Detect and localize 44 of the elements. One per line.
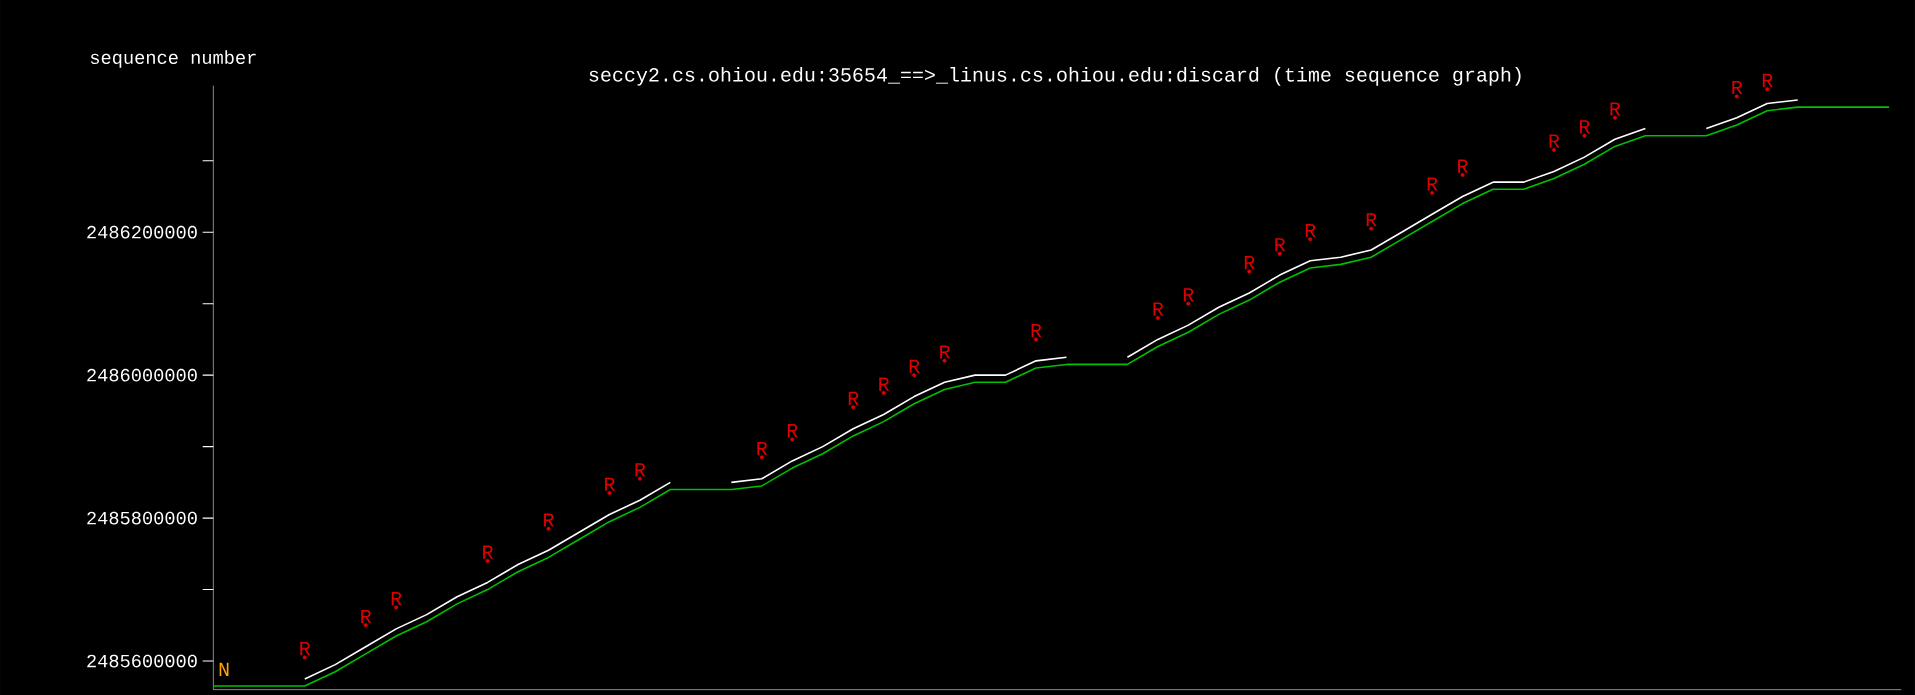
text: R bbox=[1031, 323, 1042, 338]
point bbox=[851, 405, 856, 410]
text: R bbox=[848, 391, 859, 406]
chart-title: seccy2.cs.ohiou.edu:35654_==>_linus.cs.ohiou.edu:discard (time sequence graph) bbox=[589, 67, 1521, 86]
text: R bbox=[361, 609, 372, 624]
text: R bbox=[300, 642, 311, 656]
text: R bbox=[1610, 102, 1621, 116]
text: R bbox=[1305, 223, 1316, 238]
text: R bbox=[940, 345, 951, 359]
text: R bbox=[1153, 302, 1164, 316]
text: R bbox=[787, 424, 798, 438]
point bbox=[363, 623, 368, 628]
text: R bbox=[483, 545, 494, 559]
point bbox=[1765, 87, 1770, 92]
point bbox=[1308, 237, 1313, 242]
point bbox=[1734, 94, 1739, 99]
point bbox=[759, 455, 764, 460]
y-tick-label: 2485600000 bbox=[87, 654, 197, 668]
point bbox=[912, 373, 917, 378]
text: R bbox=[1762, 73, 1773, 87]
text: R bbox=[1366, 213, 1377, 227]
text: R bbox=[1244, 256, 1255, 270]
text: R bbox=[1183, 288, 1194, 302]
y-tick-label: 2485800000 bbox=[87, 511, 197, 525]
annotation: N bbox=[219, 662, 229, 676]
point bbox=[607, 491, 612, 496]
text: R bbox=[544, 513, 554, 527]
text: R bbox=[879, 377, 890, 391]
text: R bbox=[1275, 238, 1286, 252]
text: R bbox=[635, 463, 646, 477]
text: R bbox=[1427, 177, 1438, 191]
y-tick-label: 2486200000 bbox=[87, 225, 197, 239]
text: R bbox=[757, 441, 768, 456]
point bbox=[1460, 173, 1465, 178]
y-axis-title: sequence number bbox=[90, 50, 256, 68]
text: R bbox=[605, 477, 615, 491]
text: R bbox=[391, 592, 402, 606]
point bbox=[881, 391, 886, 396]
text: R bbox=[909, 359, 920, 373]
text: R bbox=[1580, 120, 1590, 134]
series-label: R bbox=[1549, 134, 1560, 148]
text: R bbox=[1458, 159, 1469, 173]
y-tick-label: 2486000000 bbox=[87, 368, 197, 382]
text: R bbox=[1732, 80, 1743, 95]
